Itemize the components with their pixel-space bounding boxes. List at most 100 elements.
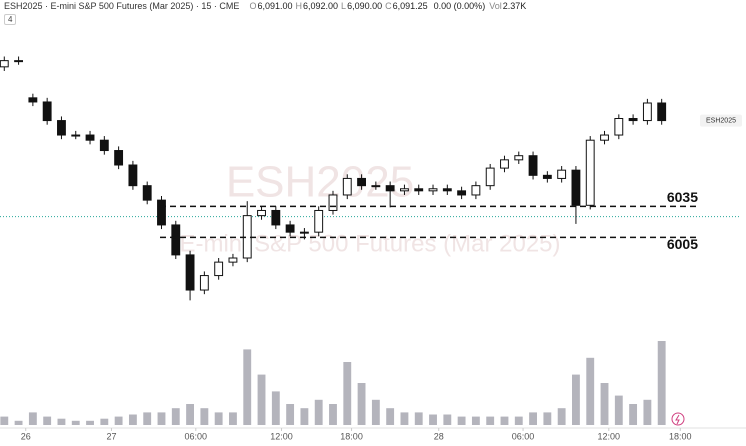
volume-bar — [629, 404, 638, 425]
volume-bar — [586, 357, 595, 425]
candle-body — [114, 150, 124, 166]
volume-bar — [557, 408, 566, 425]
volume-bar — [57, 418, 66, 425]
candle-body — [600, 134, 609, 141]
watermark-symbol: ESH2025 — [226, 158, 414, 207]
candle-body — [371, 185, 381, 188]
ohlc-label: C — [385, 1, 392, 11]
volume-bar — [300, 408, 309, 425]
volume-bar — [14, 420, 23, 425]
candle-body — [585, 139, 595, 206]
candle-body — [500, 159, 509, 169]
candle-body — [128, 164, 138, 187]
volume-bar — [143, 412, 152, 425]
volume-bar — [643, 399, 652, 425]
level-label: 6035 — [667, 189, 698, 205]
candle-body — [485, 167, 495, 187]
volume-bar — [100, 418, 109, 425]
candle-body — [542, 174, 552, 179]
volume-bar — [529, 412, 537, 425]
candle-body — [71, 134, 81, 137]
volume-bar — [400, 412, 409, 425]
volume-bar — [443, 414, 452, 425]
header: ESH2025 · E-mini S&P 500 Futures (Mar 20… — [4, 1, 528, 11]
volume-bar — [157, 412, 166, 425]
ohlc-value: 6,092.00 — [303, 1, 339, 11]
volume-bar — [186, 404, 195, 425]
change: 0.00 (0.00%) — [433, 1, 486, 11]
alert-icon[interactable] — [671, 412, 685, 426]
price-tag: ESH2025 — [706, 117, 736, 124]
candle-body — [557, 169, 567, 179]
volume-bar — [343, 362, 352, 425]
volume-bar — [572, 374, 580, 425]
candle-body — [642, 102, 652, 122]
volume-bar — [286, 404, 295, 425]
x-tick-label: 06:00 — [185, 431, 208, 441]
x-tick-label: 18:00 — [340, 431, 363, 441]
indicator-toggle[interactable]: 4 — [4, 14, 17, 25]
candle-body — [314, 209, 324, 233]
volume-bar — [486, 416, 495, 425]
candle-body — [471, 185, 481, 196]
volume-bar — [314, 399, 323, 425]
ohlc-label: O — [249, 1, 257, 11]
x-tick-label: 12:00 — [270, 431, 293, 441]
volume-bar — [357, 383, 366, 425]
candle-body — [400, 188, 409, 192]
volume-bar — [243, 349, 252, 425]
watermark-description: E-mini S&P 500 Futures (Mar 2025) — [179, 230, 560, 257]
volume-label: Vol — [489, 1, 502, 11]
volume-bar — [114, 416, 123, 425]
candle-body — [199, 275, 209, 291]
candle-body — [442, 188, 452, 192]
candle-body — [85, 134, 95, 141]
candle-body — [57, 120, 66, 136]
volume-bar — [0, 416, 9, 425]
ohlc-value: 6,090.00 — [347, 1, 383, 11]
candle-body — [142, 185, 152, 201]
ohlc-label: L — [341, 1, 347, 11]
x-tick-label: 26 — [21, 431, 31, 441]
candle-body — [428, 188, 438, 192]
candle-body — [257, 209, 266, 217]
candle-body — [385, 185, 395, 192]
candle-body — [271, 209, 281, 226]
volume-bar — [171, 408, 180, 425]
candle-body — [571, 169, 581, 206]
candle-body — [457, 190, 467, 196]
volume-bar — [471, 416, 480, 425]
candle-body — [414, 188, 424, 192]
candle-body — [157, 199, 166, 226]
candle-body — [342, 177, 352, 196]
volume-bar — [514, 416, 523, 425]
volume-bar — [329, 404, 337, 425]
candle-body — [0, 60, 9, 68]
volume-bar — [457, 416, 466, 425]
volume-bar — [214, 412, 223, 425]
volume-bar — [229, 412, 237, 425]
ohlc-label: H — [295, 1, 303, 11]
candle-body — [357, 177, 366, 187]
ohlc-value: 6,091.00 — [257, 1, 293, 11]
volume-bar — [429, 414, 437, 425]
volume-bar — [86, 420, 94, 425]
volume-bar — [71, 420, 80, 425]
candle-body — [42, 101, 52, 122]
candle-body — [628, 118, 638, 122]
x-tick-label: 06:00 — [512, 431, 535, 441]
ohlc-value: 6,091.25 — [392, 1, 428, 11]
volume-bar — [414, 412, 423, 425]
volume-bar — [271, 391, 280, 425]
volume-value: 2.37K — [502, 1, 527, 11]
volume-bar — [257, 374, 266, 425]
volume-bar — [386, 408, 395, 425]
level-label: 6005 — [667, 236, 698, 252]
ohlc-legend: O 6,091.00 H 6,092.00 L 6,090.00 C 6,091.25 — [249, 1, 429, 11]
volume-bar — [614, 395, 623, 425]
candle-body — [514, 155, 524, 161]
candle-body — [299, 231, 309, 234]
volume-bar — [371, 399, 380, 425]
volume-bar — [500, 416, 509, 425]
